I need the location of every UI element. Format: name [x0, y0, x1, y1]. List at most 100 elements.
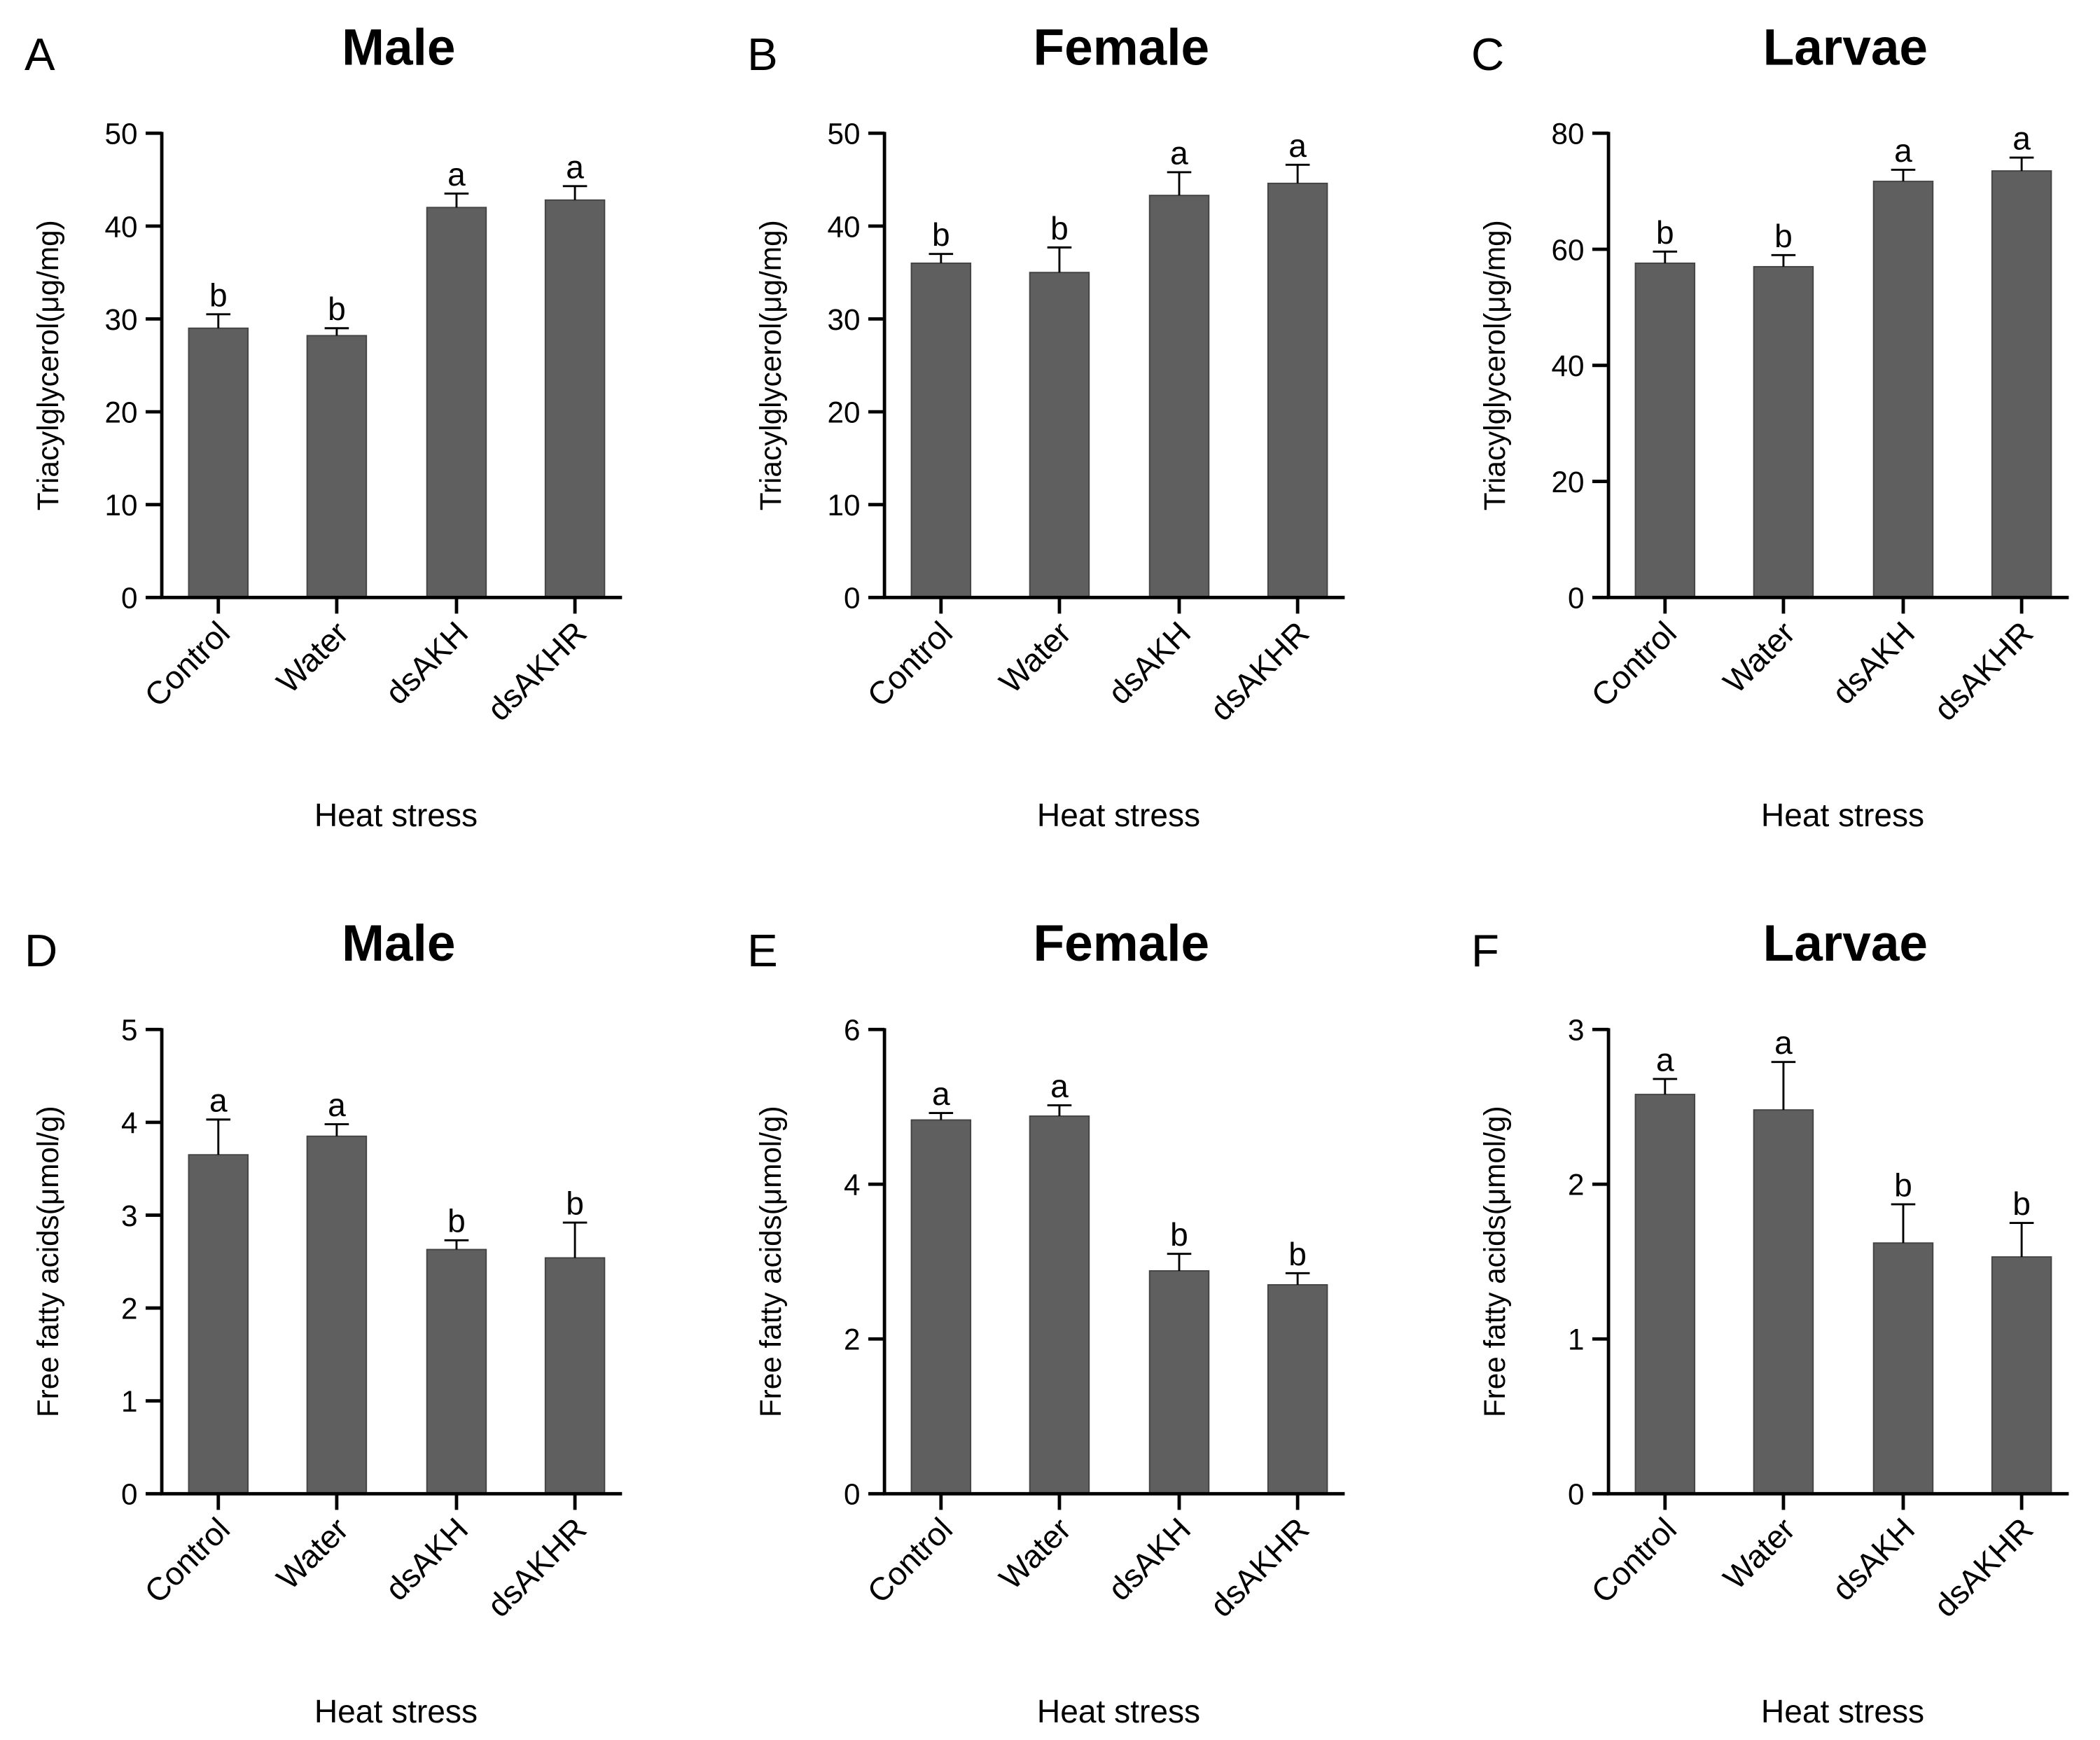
chart-title: Larvae [1763, 19, 1928, 76]
chart-title: Male [342, 19, 455, 76]
significance-letter: b [932, 216, 950, 253]
y-tick-label: 0 [844, 1478, 861, 1511]
panel-letter: D [25, 925, 57, 976]
chart-title: Female [1034, 19, 1210, 76]
y-tick-label: 5 [121, 1014, 138, 1047]
bar [1991, 170, 2052, 599]
x-tick-label: dsAKHR [1927, 1510, 2040, 1624]
x-tick-label: dsAKH [378, 614, 475, 711]
y-tick-label: 2 [121, 1292, 138, 1325]
panel-letter: B [747, 29, 778, 80]
x-tick-label: Control [1584, 1510, 1683, 1610]
y-tick-label: 0 [121, 1478, 138, 1511]
bar [188, 1154, 249, 1495]
significance-letter: b [1050, 210, 1069, 246]
y-tick-label: 3 [121, 1199, 138, 1232]
x-tick-label: dsAKHR [1927, 614, 2040, 728]
significance-letter: b [209, 277, 228, 313]
x-tick-label: Control [137, 1510, 237, 1610]
x-tick-label: Control [860, 614, 959, 714]
y-tick-label: 30 [104, 303, 137, 336]
x-axis-label: Heat stress [1037, 797, 1200, 833]
y-tick-label: 4 [844, 1169, 861, 1202]
panel-letter: A [25, 29, 55, 80]
y-tick-label: 2 [1568, 1169, 1585, 1202]
panel-D: D Male Free fatty acids(μmol/g) Heat stress… [25, 915, 623, 1729]
panel-B: B Female Triacylglycerol(μg/mg) Heat stress… [747, 19, 1345, 833]
significance-letter: a [447, 156, 466, 193]
y-axis-label: Free fatty acids(μmol/g) [754, 1106, 787, 1417]
y-tick-label: 10 [104, 489, 137, 522]
significance-letter: a [1894, 132, 1912, 169]
significance-letter: b [566, 1185, 584, 1222]
y-tick-label: 4 [121, 1106, 138, 1139]
significance-letter: b [1774, 218, 1793, 254]
significance-letter: b [1170, 1216, 1188, 1253]
significance-letter: a [566, 148, 584, 185]
x-tick-label: dsAKH [1101, 614, 1197, 711]
panel-E: E Female Free fatty acids(μmol/g) Heat stre… [747, 915, 1345, 1729]
y-axis-label: Free fatty acids(μmol/g) [1478, 1106, 1511, 1417]
x-axis-label: Heat stress [1761, 1693, 1924, 1729]
significance-letter: a [2012, 120, 2031, 157]
y-tick-label: 60 [1551, 233, 1584, 266]
x-tick-label: Control [860, 1510, 959, 1610]
y-tick-label: 20 [104, 396, 137, 429]
significance-letter: a [1050, 1068, 1069, 1104]
y-tick-label: 6 [844, 1014, 861, 1047]
bar [426, 207, 487, 599]
y-tick-label: 30 [827, 303, 860, 336]
significance-letter: a [1170, 134, 1188, 171]
significance-letter: a [209, 1082, 228, 1118]
y-tick-label: 0 [1568, 1478, 1585, 1511]
bar [1029, 272, 1090, 599]
bar [1267, 182, 1328, 599]
y-tick-label: 50 [104, 118, 137, 151]
chart-title: Female [1034, 915, 1210, 972]
panel-letter: F [1471, 925, 1499, 976]
bar [1148, 1270, 1210, 1495]
x-tick-label: dsAKH [1825, 614, 1921, 711]
x-axis-label: Heat stress [1761, 797, 1924, 833]
significance-letter: b [447, 1203, 466, 1239]
bar [306, 1135, 368, 1495]
y-tick-label: 20 [827, 396, 860, 429]
x-tick-label: Water [270, 1510, 356, 1596]
bar [1872, 181, 1934, 599]
y-tick-label: 0 [1568, 582, 1585, 615]
x-axis-label: Heat stress [314, 797, 478, 833]
y-tick-label: 0 [121, 582, 138, 615]
y-axis-label: Free fatty acids(μmol/g) [32, 1106, 64, 1417]
significance-letter: b [1656, 214, 1674, 251]
x-tick-label: Water [270, 614, 356, 700]
panel-letter: E [747, 925, 778, 976]
y-tick-label: 50 [827, 118, 860, 151]
significance-letter: a [1288, 127, 1307, 164]
bar [1148, 195, 1210, 599]
bar [306, 335, 368, 599]
bar [910, 1119, 972, 1495]
x-tick-label: dsAKHR [1203, 1510, 1316, 1624]
x-tick-label: dsAKHR [480, 1510, 594, 1624]
panel-F: F Larvae Free fatty acids(μmol/g) Heat stre… [1471, 915, 2069, 1729]
significance-letter: b [1288, 1236, 1307, 1272]
bar [1634, 1094, 1696, 1495]
significance-letter: b [328, 291, 346, 327]
x-tick-label: Water [1716, 1510, 1802, 1596]
x-axis-label: Heat stress [314, 1693, 478, 1729]
bar [910, 262, 972, 599]
chart-title: Male [342, 915, 455, 972]
panel-letter: C [1471, 29, 1504, 80]
significance-letter: a [1656, 1041, 1674, 1078]
y-axis-label: Triacylglycerol(μg/mg) [32, 220, 64, 510]
panel-A: A Male Triacylglycerol(μg/mg) Heat stress 0 1… [25, 19, 623, 833]
significance-letter: a [932, 1076, 950, 1112]
bar [544, 1257, 606, 1495]
bar [1634, 262, 1696, 599]
y-axis-label: Triacylglycerol(μg/mg) [754, 220, 787, 510]
bar [188, 327, 249, 599]
chart-title: Larvae [1763, 915, 1928, 972]
y-tick-label: 3 [1568, 1014, 1585, 1047]
x-tick-label: dsAKHR [1203, 614, 1316, 728]
